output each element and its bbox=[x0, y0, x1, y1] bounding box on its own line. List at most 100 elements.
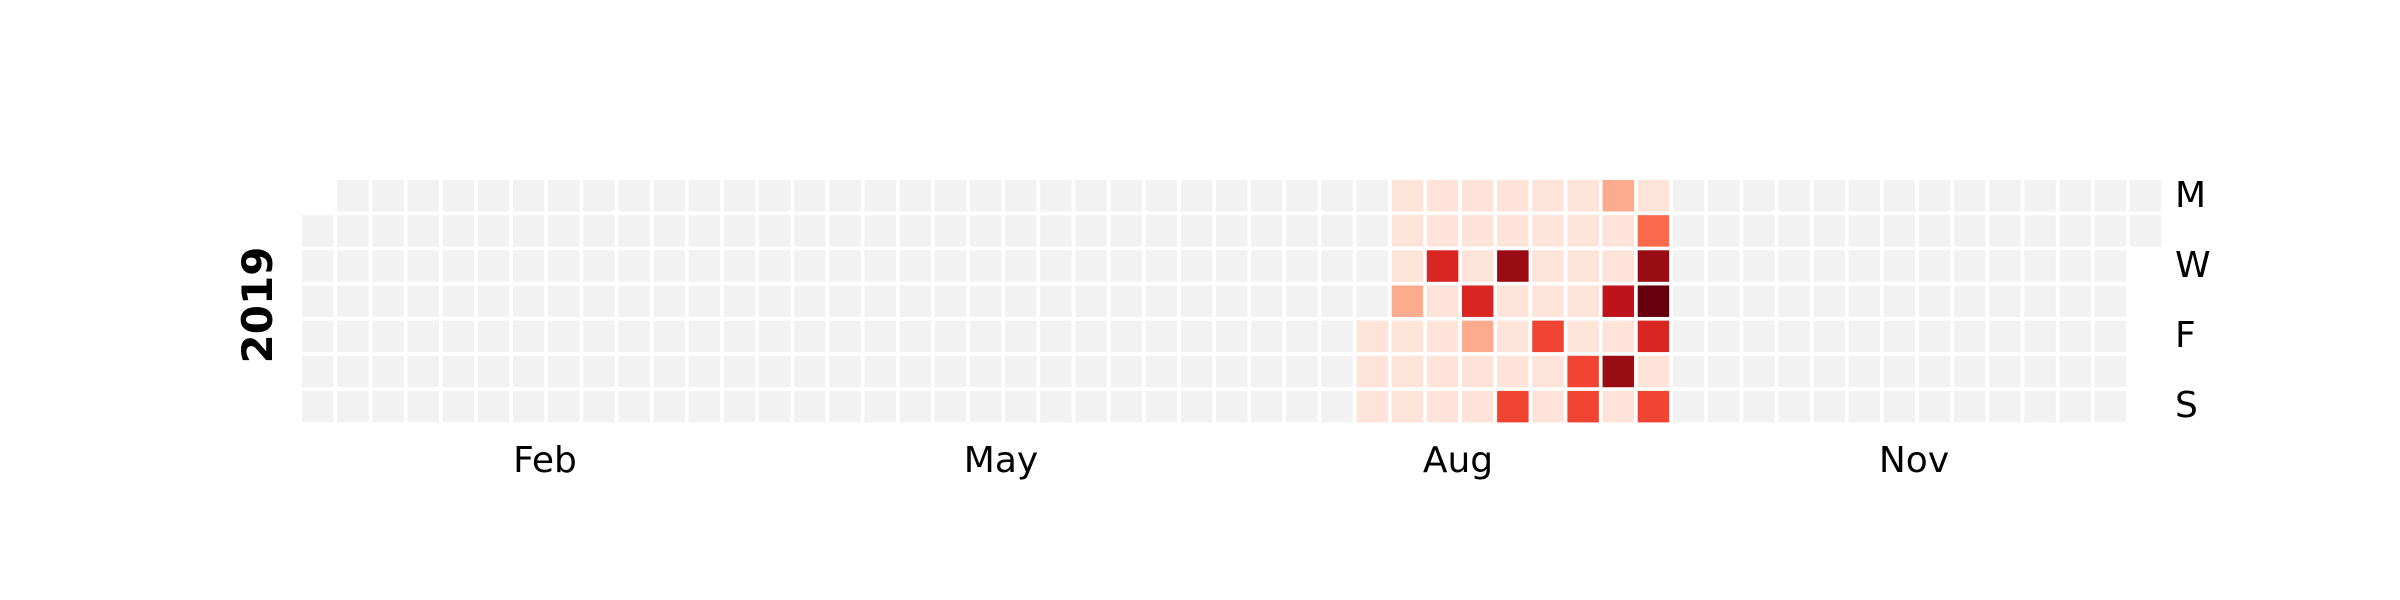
heatmap-cell-w12-d4 bbox=[724, 321, 756, 353]
heatmap-cell-w34-d5 bbox=[1497, 356, 1529, 388]
heatmap-cell-w50-d6 bbox=[2060, 391, 2092, 423]
heatmap-cell-w46-d3 bbox=[1919, 285, 1951, 317]
heatmap-cell-w4-d0 bbox=[443, 180, 475, 212]
heatmap-cell-w13-d0 bbox=[759, 180, 791, 212]
heatmap-cell-w45-d3 bbox=[1884, 285, 1916, 317]
heatmap-cell-w33-d2 bbox=[1462, 250, 1494, 281]
heatmap-cell-w44-d2 bbox=[1849, 250, 1881, 281]
heatmap-cell-w50-d0 bbox=[2060, 180, 2092, 212]
heatmap-cell-w28-d0 bbox=[1286, 180, 1318, 212]
heatmap-cell-w14-d5 bbox=[794, 356, 826, 388]
heatmap-cell-w2-d3 bbox=[372, 285, 404, 317]
heatmap-cell-w0-d1 bbox=[302, 215, 334, 247]
heatmap-cell-w49-d3 bbox=[2024, 285, 2056, 317]
heatmap-cell-w8-d4 bbox=[583, 321, 615, 353]
heatmap-cell-w6-d1 bbox=[513, 215, 545, 247]
heatmap-cell-w22-d5 bbox=[1075, 356, 1107, 388]
heatmap-cell-w18-d1 bbox=[935, 215, 967, 247]
heatmap-cell-w34-d1 bbox=[1497, 215, 1529, 247]
heatmap-cell-w40-d5 bbox=[1708, 356, 1740, 388]
heatmap-cell-w36-d2 bbox=[1567, 250, 1599, 281]
heatmap-cell-w2-d2 bbox=[372, 250, 404, 281]
heatmap-cell-w12-d1 bbox=[724, 215, 756, 247]
heatmap-cell-w42-d1 bbox=[1778, 215, 1810, 247]
heatmap-cell-w42-d6 bbox=[1778, 391, 1810, 423]
heatmap-cell-w46-d0 bbox=[1919, 180, 1951, 212]
heatmap-cell-w43-d5 bbox=[1813, 356, 1845, 388]
heatmap-cell-w11-d6 bbox=[689, 391, 721, 423]
heatmap-cell-w47-d5 bbox=[1954, 356, 1986, 388]
heatmap-cell-w7-d0 bbox=[548, 180, 580, 212]
heatmap-cell-w1-d1 bbox=[337, 215, 369, 247]
heatmap-cell-w13-d3 bbox=[759, 285, 791, 317]
heatmap-cell-w18-d3 bbox=[935, 285, 967, 317]
heatmap-cell-w45-d5 bbox=[1884, 356, 1916, 388]
heatmap-cell-w33-d3 bbox=[1462, 285, 1494, 317]
heatmap-cell-w4-d6 bbox=[443, 391, 475, 423]
heatmap-cell-w34-d3 bbox=[1497, 285, 1529, 317]
heatmap-cell-w36-d1 bbox=[1567, 215, 1599, 247]
heatmap-cell-w24-d3 bbox=[1146, 285, 1178, 317]
heatmap-cell-w17-d0 bbox=[900, 180, 932, 212]
heatmap-cell-w6-d6 bbox=[513, 391, 545, 423]
heatmap-cell-w51-d2 bbox=[2095, 250, 2127, 281]
heatmap-cell-w21-d6 bbox=[1040, 391, 1072, 423]
heatmap-cell-w10-d2 bbox=[654, 250, 686, 281]
heatmap-cell-w10-d3 bbox=[654, 285, 686, 317]
heatmap-cell-w29-d1 bbox=[1321, 215, 1353, 247]
heatmap-cell-w2-d0 bbox=[372, 180, 404, 212]
heatmap-cell-w19-d5 bbox=[970, 356, 1002, 388]
heatmap-cell-w7-d1 bbox=[548, 215, 580, 247]
heatmap-cell-w15-d6 bbox=[829, 391, 861, 423]
heatmap-cell-w23-d0 bbox=[1110, 180, 1142, 212]
year-label: 2019 bbox=[233, 247, 282, 364]
heatmap-cell-w35-d4 bbox=[1532, 321, 1564, 353]
heatmap-cell-w17-d4 bbox=[900, 321, 932, 353]
heatmap-cell-w16-d5 bbox=[864, 356, 896, 388]
heatmap-cell-w42-d0 bbox=[1778, 180, 1810, 212]
heatmap-cell-w1-d2 bbox=[337, 250, 369, 281]
heatmap-cell-w23-d5 bbox=[1110, 356, 1142, 388]
heatmap-cell-w0-d3 bbox=[302, 285, 334, 317]
heatmap-cell-w50-d2 bbox=[2060, 250, 2092, 281]
heatmap-cell-w47-d2 bbox=[1954, 250, 1986, 281]
heatmap-cell-w1-d3 bbox=[337, 285, 369, 317]
heatmap-cell-w15-d0 bbox=[829, 180, 861, 212]
heatmap-cell-w36-d4 bbox=[1567, 321, 1599, 353]
heatmap-cell-w12-d6 bbox=[724, 391, 756, 423]
heatmap-cell-w38-d3 bbox=[1638, 285, 1670, 317]
heatmap-cell-w14-d0 bbox=[794, 180, 826, 212]
heatmap-cell-w8-d5 bbox=[583, 356, 615, 388]
heatmap-cell-w9-d6 bbox=[618, 391, 650, 423]
heatmap-cell-w22-d4 bbox=[1075, 321, 1107, 353]
x-tick-label-aug: Aug bbox=[1423, 440, 1493, 481]
heatmap-cell-w3-d2 bbox=[407, 250, 439, 281]
heatmap-cell-w5-d1 bbox=[478, 215, 510, 247]
heatmap-cell-w26-d3 bbox=[1216, 285, 1248, 317]
heatmap-cell-w8-d2 bbox=[583, 250, 615, 281]
heatmap-cell-w49-d0 bbox=[2024, 180, 2056, 212]
heatmap-cell-w20-d0 bbox=[1005, 180, 1037, 212]
heatmap-cell-w43-d2 bbox=[1813, 250, 1845, 281]
heatmap-cell-w17-d2 bbox=[900, 250, 932, 281]
heatmap-cell-w43-d4 bbox=[1813, 321, 1845, 353]
heatmap-cell-w45-d2 bbox=[1884, 250, 1916, 281]
heatmap-cell-w7-d5 bbox=[548, 356, 580, 388]
heatmap-cell-w18-d0 bbox=[935, 180, 967, 212]
heatmap-cell-w30-d5 bbox=[1357, 356, 1389, 388]
heatmap-cell-w49-d1 bbox=[2024, 215, 2056, 247]
heatmap-cell-w8-d3 bbox=[583, 285, 615, 317]
heatmap-cell-w37-d3 bbox=[1603, 285, 1635, 317]
heatmap-cell-w21-d3 bbox=[1040, 285, 1072, 317]
heatmap-cell-w15-d2 bbox=[829, 250, 861, 281]
heatmap-cell-w36-d5 bbox=[1567, 356, 1599, 388]
heatmap-cell-w42-d4 bbox=[1778, 321, 1810, 353]
heatmap-cell-w36-d0 bbox=[1567, 180, 1599, 212]
heatmap-cell-w30-d3 bbox=[1357, 285, 1389, 317]
heatmap-cell-w39-d2 bbox=[1673, 250, 1705, 281]
heatmap-cell-w28-d3 bbox=[1286, 285, 1318, 317]
heatmap-cell-w21-d0 bbox=[1040, 180, 1072, 212]
heatmap-cell-w27-d2 bbox=[1251, 250, 1283, 281]
heatmap-cell-w29-d5 bbox=[1321, 356, 1353, 388]
heatmap-cell-w19-d3 bbox=[970, 285, 1002, 317]
